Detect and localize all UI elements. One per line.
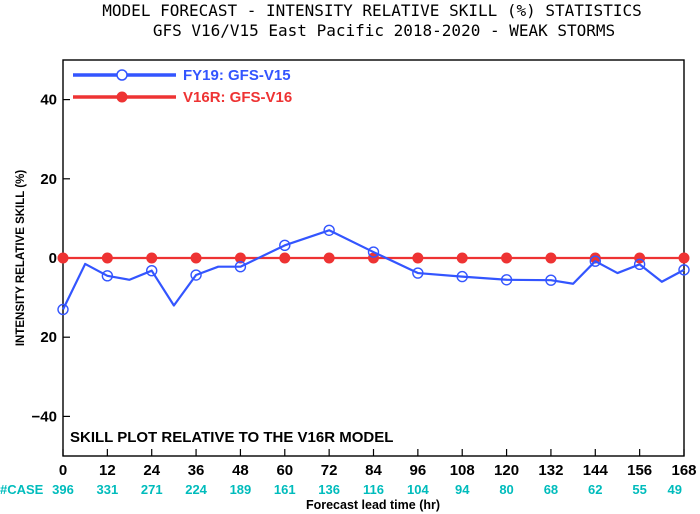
- point-fy19: [57, 303, 69, 316]
- legend-label-v16r: V16R: GFS-V16: [183, 89, 292, 106]
- x-axis: 0 12 24 36 48 60 72 84 96 108 120 132 144 156 168: [59, 449, 697, 479]
- case-count: 104: [407, 482, 429, 497]
- point-v16r: [279, 252, 291, 264]
- y-tick-label: −40: [32, 408, 57, 425]
- case-count: 136: [318, 482, 340, 497]
- y-tick-label: 20: [40, 329, 57, 346]
- case-count: 62: [588, 482, 602, 497]
- legend-marker-fy19: [116, 69, 128, 81]
- point-fy19: [678, 264, 690, 276]
- point-v16r: [501, 252, 513, 264]
- legend-marker-v16r: [116, 91, 128, 103]
- case-count: 189: [230, 482, 252, 497]
- point-v16r: [545, 252, 557, 264]
- chart-subtitle: GFS V16/V15 East Pacific 2018-2020 - WEA…: [153, 21, 615, 40]
- legend: FY19: GFS-V15 V16R: GFS-V16: [73, 67, 292, 106]
- y-tick-label: 20: [40, 171, 57, 188]
- x-tick-label: 24: [143, 462, 160, 479]
- point-v16r: [412, 252, 424, 264]
- point-fy19: [279, 239, 291, 252]
- x-tick-label: 168: [671, 462, 696, 479]
- case-count: 224: [185, 482, 207, 497]
- x-axis-label: Forecast lead time (hr): [306, 498, 440, 512]
- point-v16r: [190, 252, 202, 264]
- x-tick-label: 48: [232, 462, 249, 479]
- x-tick-label: 132: [538, 462, 563, 479]
- x-tick-label: 72: [321, 462, 338, 479]
- case-count: 68: [544, 482, 558, 497]
- point-fy19: [456, 270, 468, 283]
- series-layer: [57, 224, 690, 316]
- point-v16r: [456, 252, 468, 264]
- x-tick-label: 60: [276, 462, 293, 479]
- y-tick-label: 40: [40, 92, 57, 109]
- point-v16r: [589, 252, 601, 264]
- point-v16r: [57, 252, 69, 264]
- point-v16r: [234, 252, 246, 264]
- point-fy19: [589, 255, 601, 267]
- case-count: 271: [141, 482, 163, 497]
- series-line-fy19: [62, 229, 685, 310]
- x-tick-label: 108: [450, 462, 475, 479]
- point-fy19: [633, 258, 646, 271]
- y-axis-label: INTENSITY RELATIVE SKILL (%): [15, 170, 27, 347]
- case-count: 396: [52, 482, 74, 497]
- point-v16r: [101, 252, 113, 264]
- case-count: 116: [363, 482, 384, 497]
- x-tick-label: 36: [188, 462, 205, 479]
- case-count: 49: [668, 482, 682, 497]
- case-count: 161: [274, 482, 296, 497]
- point-fy19: [412, 267, 424, 279]
- point-v16r: [323, 252, 335, 264]
- x-tick-label: 12: [99, 462, 116, 479]
- x-tick-label: 84: [365, 462, 382, 479]
- x-tick-label: 144: [583, 462, 609, 479]
- point-fy19: [146, 264, 158, 277]
- x-tick-label: 120: [494, 462, 519, 479]
- skill-annotation: SKILL PLOT RELATIVE TO THE V16R MODEL: [70, 429, 393, 446]
- case-count: 80: [499, 482, 513, 497]
- case-row: #CASE 396 331 271 224 189 161 136 116 104 94 80 68 6…: [0, 482, 682, 497]
- case-count: 55: [632, 482, 646, 497]
- y-tick-label: 0: [49, 250, 57, 267]
- point-fy19: [101, 270, 114, 282]
- x-tick-label: 96: [410, 462, 427, 479]
- point-fy19: [323, 224, 335, 236]
- point-fy19: [545, 274, 557, 286]
- y-axis: 40 20 0 20 −40: [32, 92, 70, 425]
- point-v16r: [146, 252, 158, 264]
- point-fy19: [500, 274, 513, 286]
- point-fy19: [367, 246, 380, 258]
- chart-title: MODEL FORECAST - INTENSITY RELATIVE SKIL…: [102, 1, 641, 20]
- point-fy19: [190, 269, 202, 281]
- x-tick-label: 156: [627, 462, 652, 479]
- legend-label-fy19: FY19: GFS-V15: [183, 67, 291, 84]
- x-tick-label: 0: [59, 462, 67, 479]
- point-v16r: [678, 252, 690, 264]
- point-fy19: [234, 261, 247, 273]
- case-label: #CASE: [0, 482, 44, 497]
- case-count: 94: [455, 482, 470, 497]
- case-count: 331: [97, 482, 119, 497]
